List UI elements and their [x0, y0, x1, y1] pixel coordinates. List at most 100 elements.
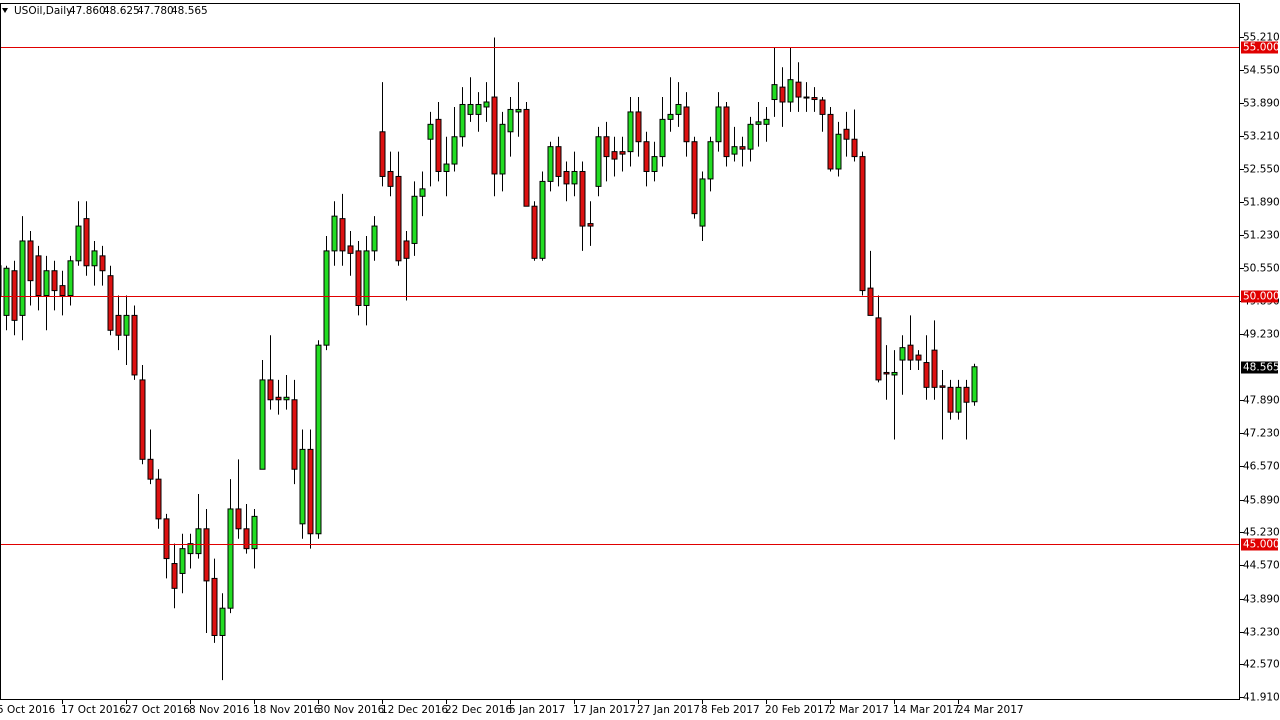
candle-body: [563, 170, 570, 185]
level-label: 55.000: [1243, 42, 1280, 54]
candle-body: [499, 123, 506, 175]
candle-body: [579, 170, 586, 227]
candle-body: [963, 386, 970, 403]
symbol-label: USOil,Daily: [14, 5, 72, 17]
candle-body: [923, 362, 930, 388]
candle-body: [155, 478, 162, 520]
candle-body: [43, 270, 50, 297]
candle-body: [187, 543, 194, 555]
candle-body: [195, 528, 202, 555]
candle-body: [603, 136, 610, 158]
candle-body: [19, 240, 26, 316]
candle-body: [795, 81, 802, 98]
candle-body: [595, 136, 602, 187]
candle-body: [355, 250, 362, 306]
candle-body: [291, 399, 298, 470]
y-tick-label: 50.550: [1243, 263, 1280, 275]
header-high: 48.625: [103, 5, 140, 17]
candle-body: [691, 141, 698, 215]
x-tick-label: 24 Mar 2017: [957, 704, 1024, 716]
y-tick-label: 45.890: [1243, 495, 1280, 507]
candle-body: [171, 563, 178, 589]
candle-body: [435, 118, 442, 172]
candle-body: [803, 96, 810, 99]
candle-body: [555, 146, 562, 177]
candle-body: [699, 178, 706, 227]
y-tick-label: 43.230: [1243, 627, 1280, 639]
candle-body: [115, 314, 122, 336]
candle-body: [683, 106, 690, 143]
candle-body: [475, 103, 482, 115]
candle-body: [571, 170, 578, 185]
candle-body: [315, 344, 322, 535]
candle-body: [539, 180, 546, 259]
candle-body: [611, 151, 618, 160]
candle-body: [627, 111, 634, 153]
header-low: 47.780: [137, 5, 174, 17]
x-tick-label: 18 Nov 2016: [253, 704, 321, 716]
candle-body: [531, 205, 538, 259]
level-label: 45.000: [1243, 539, 1280, 551]
candle-body: [99, 255, 106, 272]
candle-body: [651, 156, 658, 172]
candle-body: [235, 508, 242, 530]
candle-body: [83, 218, 90, 267]
candle-body: [467, 103, 474, 115]
y-tick-label: 52.550: [1243, 164, 1280, 176]
candle-body: [91, 250, 98, 267]
y-tick-label: 53.210: [1243, 131, 1280, 143]
candle-body: [867, 287, 874, 316]
y-tick-label: 47.230: [1243, 428, 1280, 440]
candle-body: [723, 106, 730, 158]
candle-body: [251, 515, 258, 550]
header-close: 48.565: [171, 5, 208, 17]
candle-body: [859, 156, 866, 292]
header-open: 47.860: [69, 5, 106, 17]
candle-body: [11, 270, 18, 321]
candle-body: [675, 103, 682, 115]
candle-body: [883, 371, 890, 375]
x-tick-label: 8 Feb 2017: [701, 704, 760, 716]
y-tick-label: 47.890: [1243, 395, 1280, 407]
candle-body: [643, 141, 650, 172]
candle-body: [915, 354, 922, 361]
candle-body: [299, 448, 306, 525]
candle-body: [755, 121, 762, 125]
candle-body: [395, 175, 402, 262]
candle-body: [843, 128, 850, 140]
candle-body: [411, 195, 418, 244]
candle-body: [35, 255, 42, 297]
candle-body: [587, 223, 594, 227]
price-label: 48.565: [1243, 362, 1280, 374]
level-label: 50.000: [1243, 291, 1280, 303]
candle-body: [443, 163, 450, 172]
x-tick-label: 8 Nov 2016: [189, 704, 250, 716]
candle-body: [827, 113, 834, 170]
x-tick-label: 27 Jan 2017: [637, 704, 700, 716]
candle-body: [955, 386, 962, 413]
candle-body: [27, 240, 34, 282]
candle-body: [507, 108, 514, 133]
y-tick-label: 51.890: [1243, 197, 1280, 209]
y-tick-label: 53.890: [1243, 98, 1280, 110]
x-tick-label: 14 Mar 2017: [893, 704, 960, 716]
menu-icon[interactable]: [2, 8, 8, 13]
candle-body: [283, 396, 290, 401]
candle-body: [331, 215, 338, 252]
candle-body: [619, 151, 626, 155]
x-tick-label: 27 Oct 2016: [125, 704, 190, 716]
candle-body: [659, 118, 666, 158]
x-tick-label: 30 Nov 2016: [317, 704, 385, 716]
candle-body: [763, 118, 770, 125]
candle-body: [179, 548, 186, 574]
candle-body: [451, 136, 458, 165]
candle-body: [267, 379, 274, 401]
candle-body: [715, 106, 722, 143]
candle-body: [259, 379, 266, 470]
candle-body: [219, 607, 226, 636]
candle-body: [419, 188, 426, 197]
y-tick-label: 45.230: [1243, 527, 1280, 539]
x-tick-label: 22 Dec 2016: [445, 704, 512, 716]
